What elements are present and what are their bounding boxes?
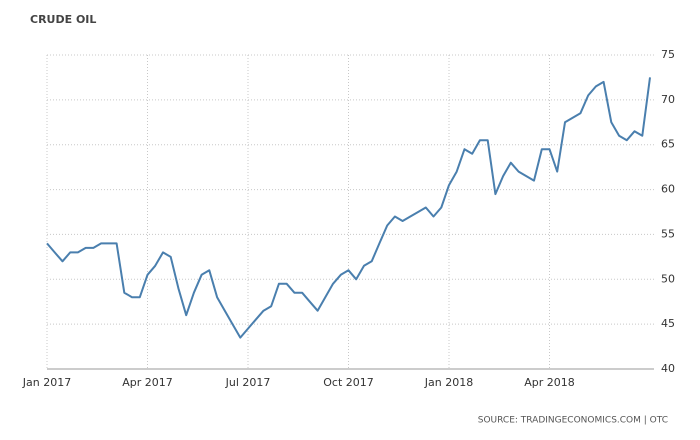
y-tick-label: 60 [661,183,675,196]
series-line [46,77,651,339]
x-tick-label: Oct 2017 [323,376,374,389]
x-tick-label: Apr 2017 [122,376,173,389]
y-tick-label: 55 [661,227,675,240]
x-tick-label: Jul 2017 [225,376,271,389]
y-tick-label: 75 [661,48,675,61]
x-tick-label: Apr 2018 [524,376,575,389]
y-tick-label: 65 [661,138,675,151]
x-tick-label: Jan 2017 [22,376,71,389]
y-tick-label: 45 [661,317,675,330]
y-tick-label: 50 [661,272,675,285]
y-tick-label: 40 [661,362,675,375]
x-tick-label: Jan 2018 [424,376,473,389]
y-tick-label: 70 [661,93,675,106]
source: SOURCE: TRADINGECONOMICS.COM | OTC [478,416,668,426]
chart-title: CRUDE OIL [30,13,96,26]
